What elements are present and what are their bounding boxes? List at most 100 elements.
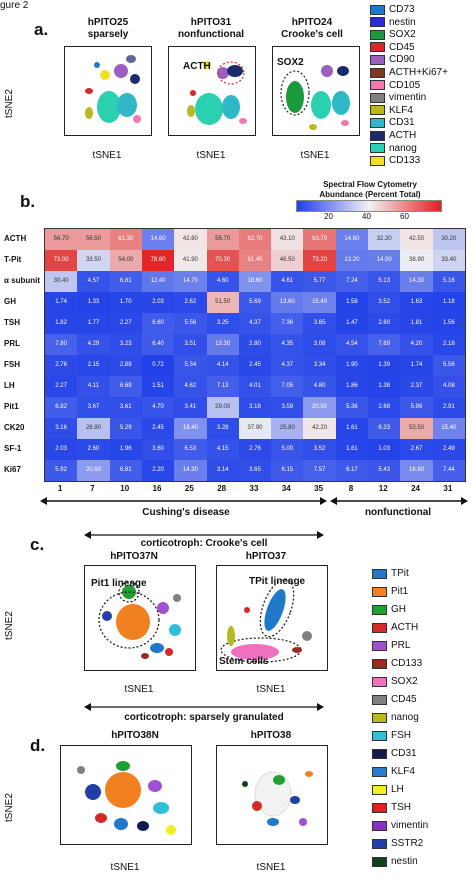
heatmap-row-label: Pit1 [4, 401, 19, 411]
heatmap-cell: 5.69 [238, 292, 272, 313]
tsne-scatter-hpito31 [187, 61, 247, 125]
heatmap-cell: 3.51 [174, 334, 207, 355]
heatmap-cell: 56.70 [206, 229, 239, 250]
heatmap-cell: 5.96 [400, 397, 433, 418]
heatmap-cell: 2.27 [109, 313, 142, 334]
heatmap-cell: 4.35 [271, 334, 304, 355]
legend-swatch [370, 4, 385, 15]
heatmap-column-label: 12 [378, 484, 388, 493]
heatmap-cell: 56.50 [77, 229, 110, 250]
tsne-scatter-hpito38 [242, 771, 313, 826]
legend-label: CD105 [389, 79, 421, 91]
heatmap-cell: 70.30 [206, 250, 239, 271]
legend-label: TSH [391, 802, 411, 813]
heatmap-column-label: 1 [57, 484, 63, 493]
heatmap-cell: 3.61 [109, 397, 142, 418]
heatmap-cell: 6.69 [109, 376, 142, 397]
legend-a-item: ACTH [370, 130, 416, 141]
legend-label: nestin [391, 856, 418, 867]
panel-c-title-2: hPITO37 [245, 551, 287, 562]
heatmap-cell: 3.60 [141, 439, 175, 460]
heatmap-cell: 7.44 [432, 460, 465, 481]
heatmap-cell: 30.20 [432, 229, 465, 250]
panel-a-letter: a. [34, 20, 49, 39]
heatmap-row-label: TSH [4, 317, 20, 327]
heatmap-cell: 3.59 [271, 397, 304, 418]
legend-cd-item: LH [372, 784, 404, 795]
panel-a-xlabel-1: tSNE1 [92, 150, 122, 161]
tsne-scatter-hpito37 [220, 578, 312, 663]
heatmap-cell: 1.82 [45, 313, 78, 334]
color-scale-title-1: Spectral Flow Cytometry [323, 180, 417, 189]
heatmap-cell: 3.52 [368, 292, 401, 313]
annotation-sox2: SOX2 [277, 57, 304, 68]
heatmap-cell: 1.90 [335, 355, 369, 376]
heatmap-cell: 3.14 [206, 460, 239, 481]
legend-cd-item: SOX2 [372, 676, 418, 687]
heatmap-cell: 1.03 [368, 439, 401, 460]
heatmap-cell: 5.34 [174, 355, 207, 376]
panel-d-title-2: hPITO38 [250, 730, 292, 741]
legend-label: KLF4 [391, 766, 415, 777]
heatmap-cell: 5.92 [45, 460, 78, 481]
heatmap-cell: 61.30 [109, 229, 142, 250]
heatmap-cell: 7.24 [335, 271, 369, 292]
heatmap-row-label: CK20 [4, 422, 25, 432]
heatmap-cell: 1.81 [400, 313, 433, 334]
annotation-stem-cells: Stem cells [219, 656, 269, 667]
legend-label: ACTH+Ki67+ [389, 67, 448, 78]
legend-label: nanog [391, 712, 419, 723]
heatmap-cell: 18.40 [174, 418, 207, 439]
heatmap-cell: 73.20 [303, 250, 336, 271]
legend-label: CD73 [389, 4, 415, 15]
heatmap-cell: 20.50 [303, 397, 336, 418]
heatmap-cell: 1.38 [368, 376, 401, 397]
legend-swatch [370, 29, 385, 40]
heatmap-cell: 3.18 [238, 397, 272, 418]
heatmap-row-label: GH [4, 296, 16, 306]
panel-a-subtitle-1: sparsely [87, 29, 129, 40]
legend-a-item: CD31 [370, 117, 415, 128]
panel-c-letter: c. [30, 535, 45, 554]
heatmap-cell: 3.25 [206, 313, 239, 334]
legend-label: CD133 [389, 155, 421, 167]
legend-label: CD45 [391, 694, 417, 705]
heatmap-row-label: α subunit [4, 275, 41, 285]
heatmap-cell: 3.52 [303, 439, 336, 460]
heatmap-cell: 14.60 [335, 229, 369, 250]
heatmap-row-label: ACTH [4, 233, 27, 243]
heatmap-column-label: 31 [443, 484, 453, 493]
legend-cd-item: KLF4 [372, 766, 415, 777]
heatmap-cell: 4.57 [77, 271, 110, 292]
heatmap-cell: 4.60 [206, 271, 239, 292]
legend-a-item: CD45 [370, 42, 415, 53]
legend-swatch [372, 730, 387, 741]
legend-swatch [372, 586, 387, 597]
panel-c-xlabel-1: tSNE1 [124, 684, 154, 695]
heatmap-row-label: Ki67 [4, 464, 21, 474]
tsne-plot-hpito37: TPit lineage Stem cells [216, 565, 328, 671]
heatmap-cell: 3.65 [303, 313, 336, 334]
annotation-tpit-lineage: TPit lineage [249, 576, 306, 587]
legend-label: nanog [389, 142, 417, 154]
heatmap-cell: 28.90 [77, 418, 110, 439]
tsne-plot-hpito38 [216, 745, 328, 845]
heatmap-cell: 29.00 [206, 397, 239, 418]
heatmap-cell: 2.37 [400, 376, 433, 397]
heatmap-cell: 5.56 [432, 355, 465, 376]
legend-swatch [372, 712, 387, 723]
heatmap-cell: 5.29 [109, 418, 142, 439]
heatmap-column-label: 10 [120, 484, 130, 493]
heatmap-cell: 4.54 [335, 334, 369, 355]
heatmap-cell: 1.61 [335, 439, 369, 460]
heatmap-cell: 1.39 [368, 355, 401, 376]
heatmap-cell: 6.81 [109, 460, 142, 481]
legend-swatch [372, 784, 387, 795]
panel-a-xlabel-3: tSNE1 [300, 150, 330, 161]
legend-label: nestin [389, 16, 416, 28]
panel-c-header-arrow [84, 531, 324, 539]
legend-swatch [372, 622, 387, 633]
heatmap-cell: 42.20 [303, 418, 336, 439]
heatmap-cell: 6.60 [141, 313, 175, 334]
legend-swatch [370, 92, 385, 103]
